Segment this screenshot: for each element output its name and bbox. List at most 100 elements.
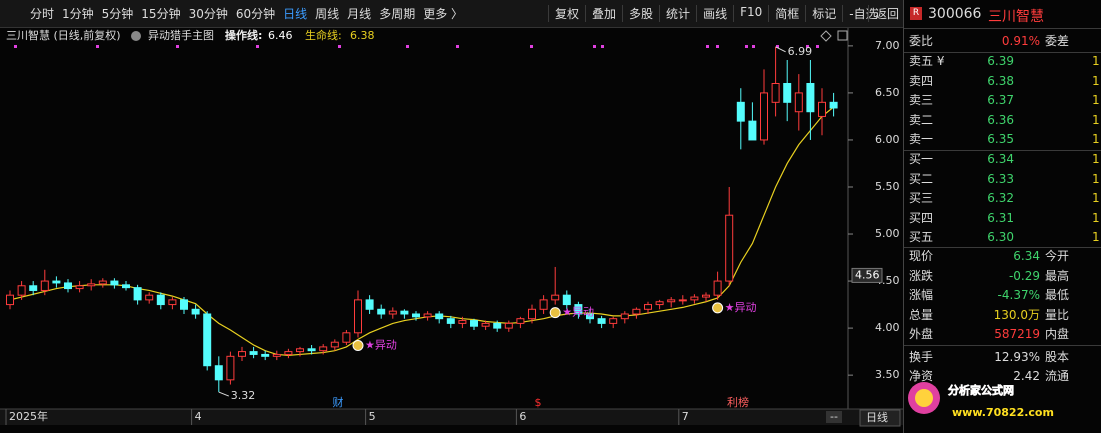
candle-body <box>110 280 119 286</box>
candle-body <box>412 313 420 318</box>
row-value: -0.29 <box>1008 268 1040 283</box>
row-value: 6.32 <box>987 191 1014 205</box>
x-tick-label: 4 <box>195 410 202 423</box>
tool-button[interactable]: 画线 <box>696 5 733 22</box>
candle-body <box>794 92 803 113</box>
period-tab[interactable]: 周线 <box>315 7 340 21</box>
period-tab[interactable]: 多周期 <box>379 7 416 21</box>
period-tab[interactable]: 更多 〉 <box>423 7 464 21</box>
quote-panel: R 300066 三川智慧 委比 0.91% 委差 卖五 ¥6.39 1 卖四 6.38 1 卖… <box>903 0 1101 433</box>
signal-label: ★异动 <box>562 306 594 319</box>
indicator-name: 异动猎手主图 <box>148 28 214 42</box>
tool-button[interactable]: 多股 <box>622 5 659 22</box>
period-tab[interactable]: 60分钟 <box>235 7 276 21</box>
period-tab[interactable]: 15分钟 <box>141 7 181 21</box>
candle-body <box>40 280 49 291</box>
coin-icon <box>712 302 724 314</box>
candle-body <box>400 310 409 315</box>
row-value: 6.36 <box>987 112 1014 127</box>
y-tick-label: 3.50 <box>875 368 900 381</box>
watermark: 分析家公式网 www.70822.com <box>908 382 1054 419</box>
candle-body <box>551 294 560 301</box>
signal-dot <box>593 45 596 48</box>
row-value: 6.34 <box>987 152 1014 166</box>
row-label2: 最低 <box>1045 288 1070 302</box>
leader <box>218 391 229 397</box>
period-tab[interactable]: 分时 <box>30 7 55 21</box>
quote-row: 卖四 6.38 1 <box>904 72 1101 91</box>
stock-title: 三川智慧 <box>988 9 1044 25</box>
tool-button[interactable]: 复权 <box>548 5 585 22</box>
row-label2: 量比 <box>1045 307 1070 322</box>
candle-body <box>284 351 293 355</box>
row-extra: 1 <box>1092 73 1100 88</box>
row-label: 买三 <box>909 191 934 205</box>
quote-row: 卖一 6.35 1 <box>904 130 1101 149</box>
y-tick-label: 7.00 <box>875 39 900 52</box>
quote-row: 委比 0.91% 委差 <box>904 32 1101 51</box>
quote-row: 卖五 ¥ 6.39 1 <box>904 52 1101 71</box>
candle-body <box>17 285 26 296</box>
period-tab[interactable]: 日线 <box>283 7 308 21</box>
period-list: 分时 1分钟 5分钟 15分钟 30分钟 60分钟 日线 周线 月线 多周期 更多 〉 <box>26 5 467 22</box>
footer-button[interactable]: -- <box>830 410 838 423</box>
row-label2: 最高 <box>1045 268 1070 283</box>
signal-dot <box>601 45 604 48</box>
dropdown-icon[interactable] <box>131 31 141 41</box>
back-button[interactable]: 返回 <box>868 5 903 22</box>
tool-button[interactable]: 叠加 <box>585 5 622 22</box>
watermark-title: 分析家公式网 <box>948 383 1014 397</box>
candle-body <box>690 296 699 301</box>
row-value: 130.0万 <box>993 307 1040 322</box>
tab-bg[interactable] <box>859 409 901 427</box>
candle-body <box>214 365 223 381</box>
toolbar: 分时 1分钟 5分钟 15分钟 30分钟 60分钟 日线 周线 月线 多周期 更多 〉 复权 叠加 多股… <box>0 0 903 28</box>
period-tab[interactable]: 1分钟 <box>62 7 94 21</box>
candle-body <box>771 83 780 103</box>
x-tick-label: 7 <box>682 410 689 423</box>
row-value: 2.42 <box>1013 369 1040 383</box>
candle-body <box>736 101 745 122</box>
row-label: 净资 <box>909 369 934 383</box>
period-tab[interactable]: 5分钟 <box>101 7 134 21</box>
candle-body <box>168 299 177 306</box>
tool-button[interactable]: 标记 <box>805 5 842 22</box>
tool-button[interactable]: F10 <box>733 5 768 22</box>
quote-row: 卖三 6.37 1 <box>904 91 1101 110</box>
candle-body <box>238 351 246 357</box>
candle-body <box>713 280 722 296</box>
row-label: 外盘 <box>909 327 934 341</box>
tool-button[interactable]: 统计 <box>659 5 696 22</box>
candle-body <box>296 348 304 353</box>
icon[interactable] <box>820 30 832 42</box>
op-value: 6.46 <box>268 29 293 42</box>
separator <box>904 345 1101 346</box>
watermark-url: www.70822.com <box>952 406 1054 419</box>
tool-button[interactable]: -自选 <box>842 5 883 22</box>
period-tab[interactable]: 30分钟 <box>188 7 228 21</box>
candle-body <box>75 285 84 290</box>
footer-tab[interactable]: 日线 <box>866 410 888 424</box>
icon[interactable] <box>837 30 848 41</box>
x-axis-band <box>0 409 903 425</box>
row-label: 买四 <box>909 210 934 225</box>
candle-body <box>574 304 583 315</box>
y-tick-label: 6.00 <box>875 133 900 146</box>
quote-row: 买一 6.34 1 <box>904 150 1101 169</box>
row-extra: 1 <box>1092 54 1100 68</box>
button-bg[interactable] <box>826 411 842 423</box>
row-extra: 1 <box>1092 93 1100 107</box>
candle-body <box>133 287 142 301</box>
row-label: 卖五 ¥ <box>909 54 945 68</box>
row-extra: 1 <box>1092 230 1100 244</box>
signal-dot <box>176 45 179 48</box>
candle-body <box>435 313 444 320</box>
row-extra: 1 <box>1092 191 1100 205</box>
tool-button[interactable]: 简框 <box>768 5 805 22</box>
period-tab[interactable]: 月线 <box>347 7 372 21</box>
x-tick-label: 5 <box>369 410 376 423</box>
x-tick-label: 2025年 <box>9 409 48 423</box>
row-extra: 1 <box>1092 112 1100 127</box>
row-value: 6.31 <box>987 210 1014 225</box>
